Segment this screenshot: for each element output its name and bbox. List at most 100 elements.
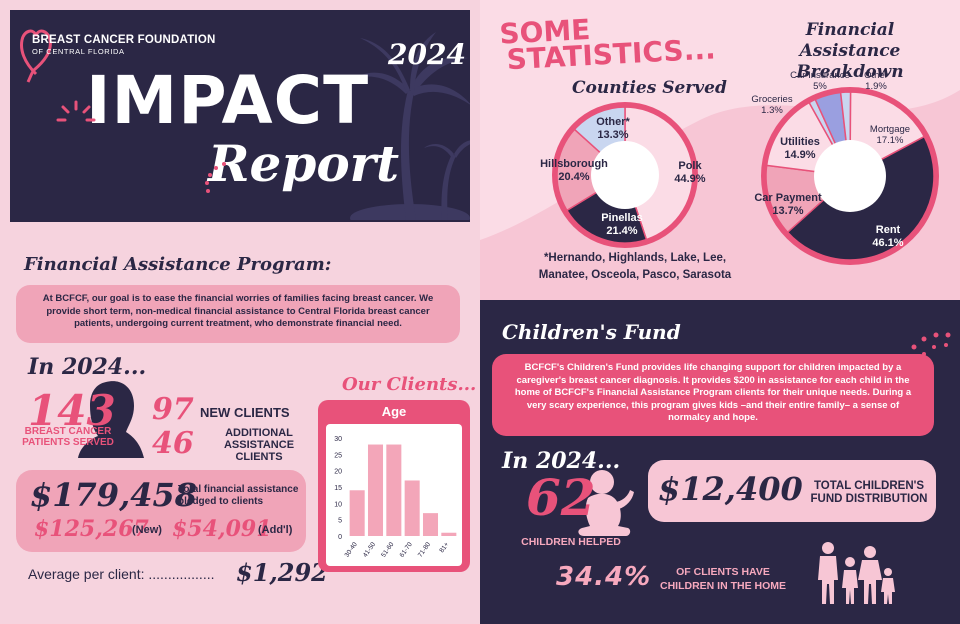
burst-icon [56,100,96,122]
label-other-counties-value: 13.3% [597,129,629,141]
label-hillsborough-name: Hillsborough [540,158,608,170]
label-utilities: Utilities 14.9% [770,136,830,162]
label-other-expense: Other 1.9% [854,70,898,92]
label-polk-name: Polk [678,160,702,172]
childrens-fund-title: Children's Fund [502,320,681,344]
age-x-tick-label: 30-40 [344,541,359,559]
label-groceries-value: 1.3% [761,105,783,116]
fin-title-line1: Financial Assistance [799,20,901,61]
pink-ribbon-heart-icon [20,29,52,83]
childrens-fund-total-box [648,460,936,522]
org-name-line1: BREAST CANCER FOUNDATION [32,34,216,46]
fap-title: Financial Assistance Program: [24,254,332,275]
dots-arc-icon [205,162,226,193]
label-mortgage: Mortgage 17.1% [862,124,918,146]
baby-silhouette-icon [578,470,634,536]
patients-served-label: BREAST CANCER PATIENTS SERVED [22,426,114,448]
stats-background [480,0,960,240]
age-y-tick-label: 25 [334,452,342,459]
childrens-fund-description: BCFCF's Children's Fund provides life ch… [492,354,934,436]
label-hillsborough-value: 20.4% [558,171,590,183]
org-name: BREAST CANCER FOUNDATION OF CENTRAL FLOR… [32,34,215,56]
age-bar-61-70 [404,480,420,536]
label-pinellas-value: 21.4% [606,225,638,237]
financial-breakdown-title: Financial Assistance Breakdown [760,20,940,83]
label-other-counties: Other* 13.3% [588,116,638,142]
age-x-tick-label: 41-50 [362,541,377,559]
label-utilities-name: Utilities [780,136,820,148]
age-y-tick-label: 20 [334,469,342,476]
age-y-tick-label: 10 [334,501,342,508]
age-bar-41-50 [367,444,384,536]
label-car-insurance: Car Insurance 5% [780,70,860,92]
fin-title-line2: Breakdown [796,62,904,82]
counties-footnote: *Hernando, Highlands, Lake, Lee, Manatee… [538,252,732,281]
some-statistics-heading: SOME STATISTICS... [499,10,717,76]
impact-heading: IMPACT [86,62,370,139]
report-heading: Report [208,134,400,193]
label-groceries: Groceries 1.3% [742,94,802,116]
label-rent-value: 46.1% [872,237,904,249]
label-rent: Rent 46.1% [858,224,918,250]
label-polk-value: 44.9% [674,173,706,185]
label-utilities-value: 14.9% [784,149,816,161]
label-pinellas: Pinellas 21.4% [592,212,652,238]
average-per-client-amount: $1,292 [236,558,328,587]
fap-description: At BCFCF, our goal is to ease the financ… [16,285,460,343]
new-clients-label: NEW CLIENTS [200,405,290,420]
counties-slice-polk [624,106,694,241]
age-bar-30-40 [349,490,365,536]
childrens-fund-total-amount: $12,400 [658,470,803,508]
total-assistance-box [16,470,306,552]
label-other-counties-name: Other* [596,116,630,128]
age-x-tick-label: 61-70 [399,541,414,559]
additional-clients-count: 46 [152,426,194,461]
additional-clients-label: ADDITIONAL ASSISTANCE CLIENTS [223,427,295,463]
hero-panel [10,10,470,222]
childrens-fund-total-label: TOTAL CHILDREN'S FUND DISTRIBUTION [810,480,928,505]
additional-assistance-label: (Add'l) [258,524,293,536]
age-bar-51-60 [386,444,402,536]
finance-center-hole [814,140,886,212]
label-other-expense-name: Other [864,70,888,81]
age-chart-title: Age [381,404,407,419]
clients-with-children-percent: 34.4% [556,562,652,592]
label-polk: Polk 44.9% [660,160,720,186]
in-2024-heading: In 2024... [28,354,147,380]
label-car-payment-value: 13.7% [772,205,804,217]
age-y-tick-label: 30 [334,436,342,443]
children-helped-count: 62 [526,468,596,527]
label-car-payment-name: Car Payment [754,192,822,204]
age-y-tick-label: 0 [338,534,342,541]
our-clients-title: Our Clients... [342,374,477,395]
clients-with-children-label: OF CLIENTS HAVE CHILDREN IN THE HOME [660,566,786,592]
palm-tree-icon [350,32,470,220]
new-clients-count: 97 [152,392,194,427]
age-x-tick-label: 51-60 [380,541,395,559]
report-year: 2024 [388,38,466,71]
additional-assistance-amount: $54,091 [172,516,272,542]
age-bar-chart: 0 5 10 15 20 25 30 30-40 41-50 51-60 61-70 71-80 81+ [334,436,457,559]
age-bar-71-80 [422,513,439,536]
patients-served-count: 143 [28,386,116,435]
family-silhouette-icon [818,542,895,604]
label-car-payment: Car Payment 13.7% [746,192,830,218]
children-helped-label: CHILDREN HELPED [521,536,621,548]
label-car-insurance-value: 5% [813,81,827,92]
statistics-panel: SOME STATISTICS... Counties Served Finan… [480,0,960,300]
counties-donut-chart [552,102,698,248]
woman-silhouette-icon [78,381,144,458]
counties-center-hole [591,141,659,209]
cf-in-2024-heading: In 2024... [502,448,621,474]
counties-served-title: Counties Served [572,78,727,98]
age-y-tick-label: 5 [338,518,342,525]
label-mortgage-value: 17.1% [876,135,904,146]
label-rent-name: Rent [875,224,901,236]
label-mortgage-name: Mortgage [869,124,911,135]
label-car-insurance-name: Car Insurance [790,70,850,81]
age-bar-81+ [441,532,457,536]
org-name-line2: OF CENTRAL FLORIDA [32,47,125,56]
label-groceries-name: Groceries [751,94,793,105]
average-per-client-label: Average per client: ................. [28,566,215,582]
new-assistance-label: (New) [132,524,162,536]
